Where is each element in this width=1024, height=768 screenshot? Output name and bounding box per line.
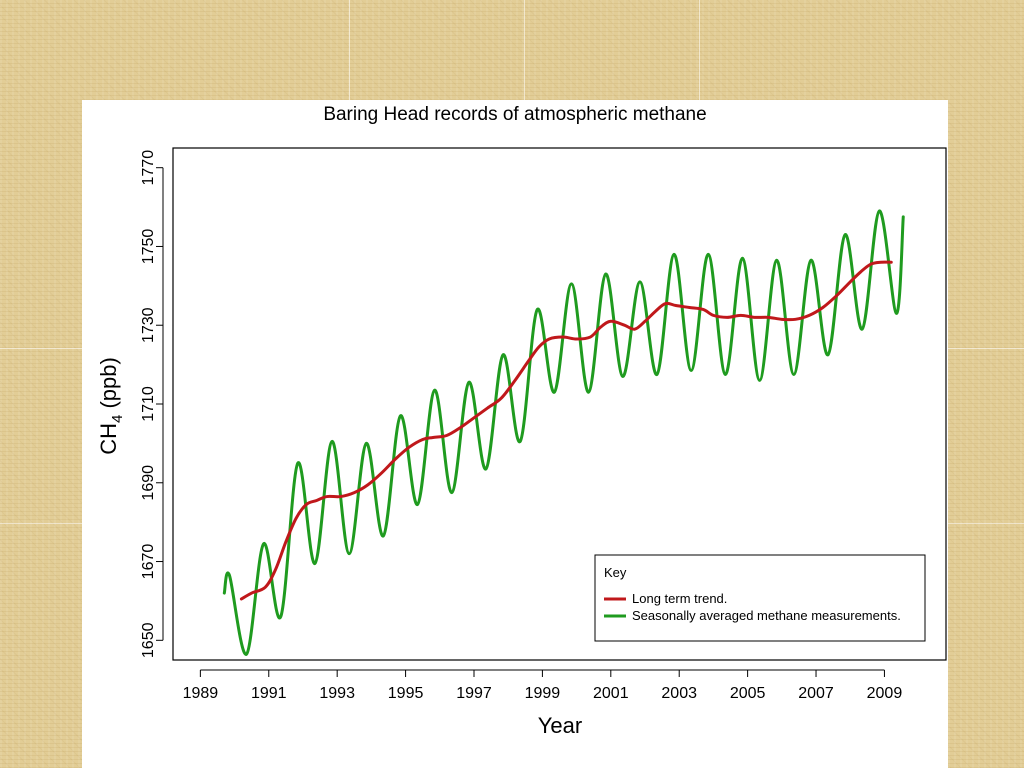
x-tick-label: 1995	[388, 685, 424, 702]
methane-chart: Baring Head records of atmospheric metha…	[96, 104, 947, 738]
y-tick-label: 1750	[140, 229, 157, 265]
slide-card: Baring Head records of atmospheric metha…	[82, 100, 948, 768]
x-tick-label: 2001	[593, 685, 629, 702]
y-tick-label: 1770	[140, 150, 157, 186]
x-tick-label: 1989	[183, 685, 219, 702]
y-tick-label: 1690	[140, 465, 157, 501]
y-axis-label: CH4 (ppb)	[96, 357, 126, 455]
x-axis-label: Year	[538, 713, 582, 738]
x-tick-label: 1999	[525, 685, 561, 702]
y-tick-label: 1710	[140, 386, 157, 422]
y-axis-label-main: CH	[96, 423, 121, 455]
legend: Key Long term trend. Seasonally averaged…	[594, 554, 926, 642]
y-tick-label: 1730	[140, 307, 157, 343]
y-axis-label-unit: (ppb)	[96, 357, 121, 414]
x-tick-label: 2009	[867, 685, 903, 702]
x-tick-label: 2003	[661, 685, 697, 702]
x-tick-label: 1993	[319, 685, 355, 702]
legend-box	[594, 554, 926, 642]
legend-label-measurements: Seasonally averaged methane measurements…	[632, 608, 901, 623]
measurements-line	[222, 209, 905, 656]
legend-title: Key	[604, 565, 627, 580]
x-tick-label: 2005	[730, 685, 766, 702]
y-axis: 1650 1670 1690 1710 1730 1750 1770	[140, 150, 164, 658]
x-axis: 1989 1991 1993 1995 1997 1999 2001 2003 2005 2007…	[183, 669, 903, 702]
plot-frame	[172, 147, 947, 661]
chart-title: Baring Head records of atmospheric metha…	[323, 104, 706, 125]
y-tick-label: 1670	[140, 544, 157, 580]
legend-label-trend: Long term trend.	[632, 591, 727, 606]
x-tick-label: 2007	[798, 685, 834, 702]
x-tick-label: 1991	[251, 685, 287, 702]
y-tick-label: 1650	[140, 622, 157, 658]
trend-line	[239, 260, 893, 601]
x-tick-label: 1997	[456, 685, 492, 702]
y-axis-label-subscript: 4	[109, 415, 126, 423]
series-layer	[222, 209, 905, 656]
